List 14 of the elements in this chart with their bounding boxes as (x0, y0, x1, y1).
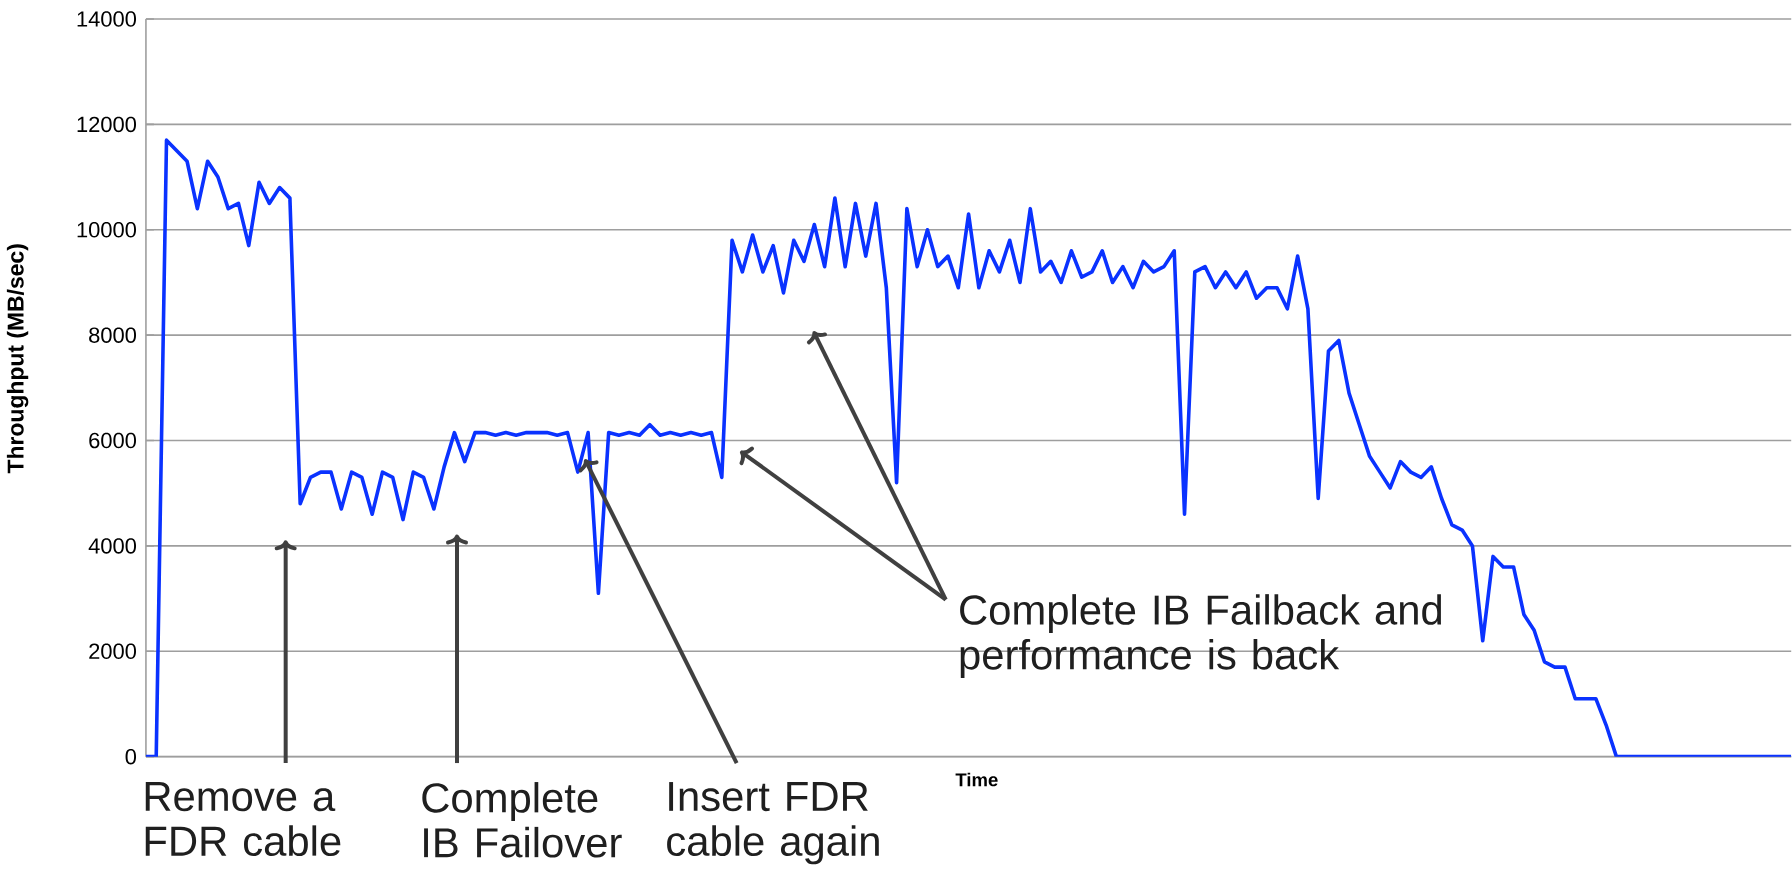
y-tick-label: 6000 (89, 432, 137, 449)
y-tick-label: 14000 (77, 11, 137, 27)
y-axis-title: Throughput (MB/sec) (6, 244, 29, 474)
text: Complete IB Failover (422, 782, 622, 858)
text: Insert FDR cable again (667, 782, 879, 865)
y-tick-label: 2000 (89, 643, 137, 660)
y-tick-label: 10000 (77, 222, 137, 238)
annotation: Complete IB Failback and performance is back (960, 594, 1442, 679)
x-axis-title: Time (955, 772, 998, 787)
y-tick-label: 12000 (77, 116, 137, 133)
text: Remove a FDR cable (145, 782, 341, 857)
y-tick-label: 4000 (88, 538, 137, 554)
y-tick-label: 8000 (89, 327, 137, 344)
y-tick-label: 0 (125, 749, 137, 765)
